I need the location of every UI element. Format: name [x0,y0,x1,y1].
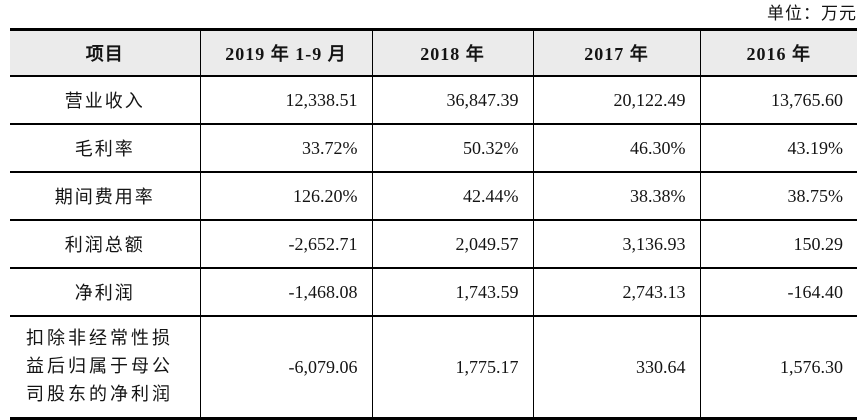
cell-value: 42.44% [371,172,533,221]
row-label: 毛利率 [10,124,200,173]
cell-value: 1,743.59 [371,268,533,317]
table-row-gross-margin: 毛利率 33.72% 50.32% 46.30% 43.19% [10,124,857,173]
cell-value: 2,743.13 [532,268,700,317]
cell-value: 13,765.60 [699,76,857,125]
column-header-project: 项目 [10,29,200,77]
cell-value: 330.64 [532,316,700,419]
table-row-period-expense-ratio: 期间费用率 126.20% 42.44% 38.38% 38.75% [10,172,857,221]
cell-value: 33.72% [199,124,372,173]
cell-value: 12,338.51 [199,76,372,125]
table-row-net-profit-excl-nonrecurring: 扣除非经常性损益后归属于母公司股东的净利润 -6,079.06 1,775.17… [10,316,857,419]
cell-value: 43.19% [699,124,857,173]
column-header-2018: 2018 年 [371,29,533,77]
cell-value: 20,122.49 [532,76,700,125]
row-label: 利润总额 [10,220,200,269]
cell-value: 50.32% [371,124,533,173]
cell-value: 2,049.57 [371,220,533,269]
column-header-2016: 2016 年 [699,29,857,77]
cell-value: 126.20% [199,172,372,221]
row-label: 营业收入 [10,76,200,125]
table-row-total-profit: 利润总额 -2,652.71 2,049.57 3,136.93 150.29 [10,220,857,269]
column-header-2019-1-9: 2019 年 1-9 月 [199,29,372,77]
cell-value: 1,576.30 [699,316,857,419]
cell-value: 3,136.93 [532,220,700,269]
cell-value: -2,652.71 [199,220,372,269]
row-label: 期间费用率 [10,172,200,221]
cell-value: 46.30% [532,124,700,173]
cell-value: -1,468.08 [199,268,372,317]
cell-value: 38.75% [699,172,857,221]
table-row-net-profit: 净利润 -1,468.08 1,743.59 2,743.13 -164.40 [10,268,857,317]
row-label: 扣除非经常性损益后归属于母公司股东的净利润 [26,328,173,404]
cell-value: -6,079.06 [199,316,372,419]
financial-summary-table: 项目 2019 年 1-9 月 2018 年 2017 年 2016 年 营业收… [10,28,857,420]
cell-value: 38.38% [532,172,700,221]
table-row-operating-revenue: 营业收入 12,338.51 36,847.39 20,122.49 13,76… [10,76,857,125]
cell-value: -164.40 [699,268,857,317]
cell-value: 1,775.17 [371,316,533,419]
row-label: 净利润 [10,268,200,317]
unit-label: 单位：万元 [767,4,857,23]
column-header-2017: 2017 年 [532,29,700,77]
cell-value: 36,847.39 [371,76,533,125]
cell-value: 150.29 [699,220,857,269]
header-row: 项目 2019 年 1-9 月 2018 年 2017 年 2016 年 [10,29,857,77]
